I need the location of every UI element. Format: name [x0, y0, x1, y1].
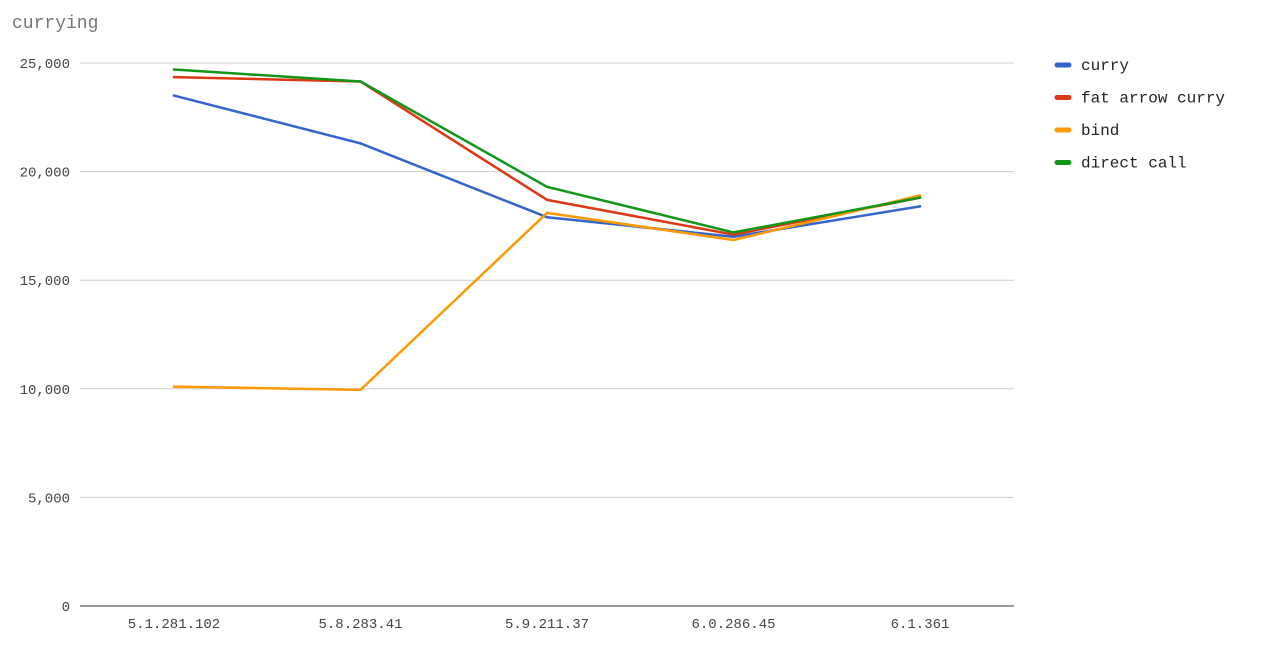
data-point — [172, 68, 176, 71]
series-line — [172, 68, 922, 234]
data-point — [732, 231, 735, 234]
legend-item: direct call — [1054, 155, 1187, 173]
legend-label: direct call — [1081, 155, 1187, 173]
y-tick-label: 5,000 — [28, 491, 70, 507]
data-point — [918, 205, 922, 208]
data-point — [359, 388, 362, 392]
x-tick-label: 5.1.281.102 — [128, 617, 220, 633]
series-direct-call — [172, 68, 922, 234]
legend: curry fat arrow curry bind direct call — [1054, 57, 1225, 173]
legend-label: curry — [1081, 57, 1129, 75]
x-tick-label: 5.8.283.41 — [318, 617, 402, 633]
legend-label: fat arrow curry — [1081, 90, 1225, 108]
data-point — [918, 194, 922, 197]
y-tick-label: 0 — [62, 600, 70, 616]
data-point — [545, 198, 549, 202]
series-lines — [172, 68, 922, 392]
data-point — [545, 185, 549, 189]
data-point — [918, 196, 922, 199]
legend-item: curry — [1054, 57, 1129, 75]
legend-item: fat arrow curry — [1054, 90, 1225, 108]
y-tick-label: 15,000 — [20, 274, 70, 290]
y-axis-ticks: 0 5,000 10,000 15,000 20,000 25,000 — [20, 57, 70, 616]
series-bind — [172, 194, 922, 392]
data-point — [172, 75, 176, 79]
data-point — [359, 80, 362, 83]
series-line — [172, 94, 922, 239]
x-tick-label: 5.9.211.37 — [505, 617, 589, 633]
x-tick-label: 6.1.361 — [891, 617, 950, 633]
legend-label: bind — [1081, 122, 1119, 140]
data-point — [732, 235, 735, 238]
x-axis-ticks: 5.1.281.102 5.8.283.41 5.9.211.37 6.0.286.4… — [128, 617, 950, 633]
y-tick-label: 10,000 — [20, 383, 70, 399]
legend-item: bind — [1054, 122, 1119, 140]
data-point — [732, 238, 735, 242]
data-point — [172, 385, 176, 388]
series-line — [172, 75, 922, 236]
data-point — [545, 211, 549, 215]
gridlines — [80, 62, 1014, 607]
data-point — [732, 233, 735, 236]
data-point — [359, 142, 362, 145]
series-curry — [172, 94, 922, 239]
data-point — [545, 216, 549, 219]
data-point — [172, 94, 176, 97]
y-tick-label: 25,000 — [20, 57, 70, 73]
chart-title: currying — [12, 14, 98, 34]
y-tick-label: 20,000 — [20, 166, 70, 182]
x-tick-label: 6.0.286.45 — [691, 617, 775, 633]
